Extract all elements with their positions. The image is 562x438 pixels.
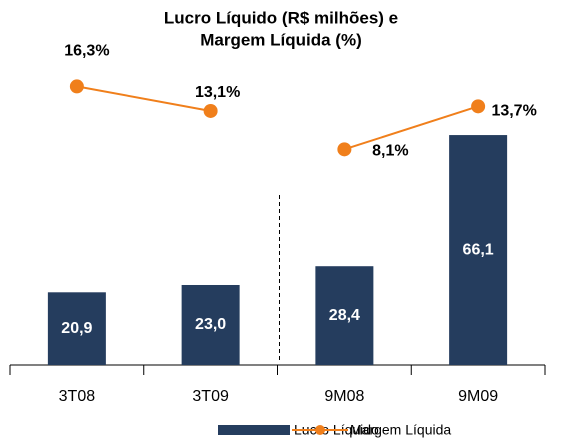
x-tick-label: 9M09 <box>458 388 498 405</box>
line-label: 8,1% <box>372 143 408 160</box>
bar-label: 66,1 <box>463 241 494 258</box>
bar-label: 20,9 <box>61 320 92 337</box>
legend-swatch <box>218 425 290 435</box>
line-point <box>471 99 486 114</box>
line-point <box>337 142 352 157</box>
chart-title: Lucro Líquido (R$ milhões) e <box>164 8 398 27</box>
bar <box>181 284 240 365</box>
bar <box>47 292 106 365</box>
line-point <box>203 103 218 118</box>
x-tick-label: 9M08 <box>324 388 364 405</box>
x-tick-label: 3T08 <box>59 388 96 405</box>
line <box>76 85 211 112</box>
line <box>344 105 479 151</box>
x-tick-label: 3T09 <box>192 388 229 405</box>
bar-label: 28,4 <box>329 307 360 324</box>
bar-label: 23,0 <box>195 316 226 333</box>
legend-label: Margem Líquida <box>350 422 451 438</box>
chart-title: Margem Líquida (%) <box>200 30 362 49</box>
line-label: 13,1% <box>195 84 240 101</box>
line-label: 13,7% <box>491 103 536 120</box>
bar <box>449 135 508 365</box>
legend-swatch <box>315 425 325 435</box>
line-label: 16,3% <box>64 43 109 60</box>
line-point <box>69 79 84 94</box>
bar <box>315 266 374 365</box>
